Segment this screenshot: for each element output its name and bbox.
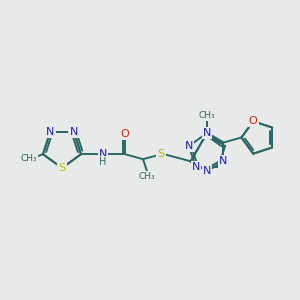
Text: S: S <box>58 163 66 173</box>
Text: N: N <box>46 127 54 137</box>
Text: N: N <box>99 149 107 159</box>
Text: CH₃: CH₃ <box>199 112 215 121</box>
Text: S: S <box>158 149 165 159</box>
Text: CH₃: CH₃ <box>199 110 215 119</box>
Text: CH₃: CH₃ <box>139 172 155 181</box>
Text: N: N <box>203 166 211 176</box>
Text: O: O <box>249 116 258 126</box>
Text: N: N <box>185 141 193 151</box>
Text: N: N <box>192 162 200 172</box>
Text: H: H <box>99 157 107 167</box>
Text: N: N <box>219 157 228 166</box>
Text: N: N <box>203 128 211 138</box>
Text: O: O <box>121 129 129 139</box>
Text: CH₃: CH₃ <box>21 154 37 163</box>
Text: N: N <box>203 128 211 138</box>
Text: N: N <box>70 127 78 137</box>
